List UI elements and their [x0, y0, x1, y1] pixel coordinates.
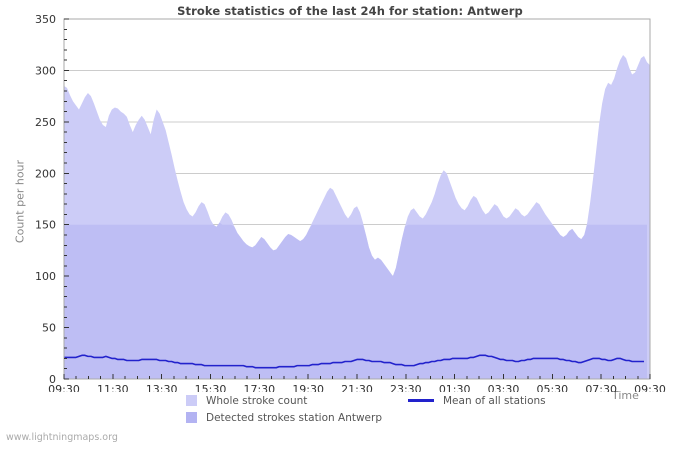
x-axis-tick-label: 11:30: [97, 383, 129, 392]
legend-item-label: Detected strokes station Antwerp: [206, 411, 383, 424]
legend-swatch-marker: [186, 412, 197, 423]
y-axis-tick-label: 50: [42, 322, 56, 335]
x-axis-tick-label: 19:30: [292, 383, 324, 392]
x-axis-tick-label: 05:30: [536, 383, 568, 392]
y-axis-tick-label: 350: [35, 13, 56, 26]
legend-item-label: Whole stroke count: [206, 394, 308, 407]
area-detected-strokes-antwerp: [64, 222, 648, 379]
x-axis-tick-label: 01:30: [439, 383, 471, 392]
y-axis-tick-label: 200: [35, 167, 56, 180]
y-axis-tick-label: 100: [35, 270, 56, 283]
y-axis-tick-label: 0: [49, 373, 56, 386]
x-axis-tick-label: 03:30: [488, 383, 520, 392]
x-axis-label: Time: [612, 389, 639, 402]
chart-legend: Whole stroke count Mean of all stations De…: [0, 393, 700, 425]
x-axis-tick-label: 15:30: [195, 383, 227, 392]
legend-item[interactable]: Detected strokes station Antwerp: [186, 410, 382, 425]
y-axis-tick-label: 150: [35, 219, 56, 232]
chart-plot: 0 50 100 150 200 250 300 350 09:30 11:30 13:30 15:3…: [35, 13, 666, 392]
page-title: Stroke statistics of the last 24h for st…: [177, 4, 523, 18]
legend-item[interactable]: Whole stroke count: [186, 393, 307, 408]
legend-line-marker: [408, 399, 434, 402]
line-mean-of-all-stations: [64, 354, 645, 369]
legend-item[interactable]: Mean of all stations: [408, 393, 546, 408]
x-axis-tick-label: 07:30: [585, 383, 617, 392]
x-axis-tick-label: 13:30: [146, 383, 178, 392]
x-axis-tick-label: 09:30: [634, 383, 666, 392]
y-axis-tick-label: 250: [35, 116, 56, 129]
y-axis-tick-label: 300: [35, 64, 56, 77]
legend-item-label: Mean of all stations: [443, 394, 546, 407]
footer-attribution: www.lightningmaps.org: [6, 432, 118, 443]
x-axis-tick-label: 21:30: [341, 383, 373, 392]
x-axis-tick-label: 23:30: [390, 383, 422, 392]
x-axis-tick-label: 17:30: [243, 383, 275, 392]
x-axis-tick-label: 09:30: [48, 383, 80, 392]
legend-swatch-marker: [186, 395, 197, 406]
